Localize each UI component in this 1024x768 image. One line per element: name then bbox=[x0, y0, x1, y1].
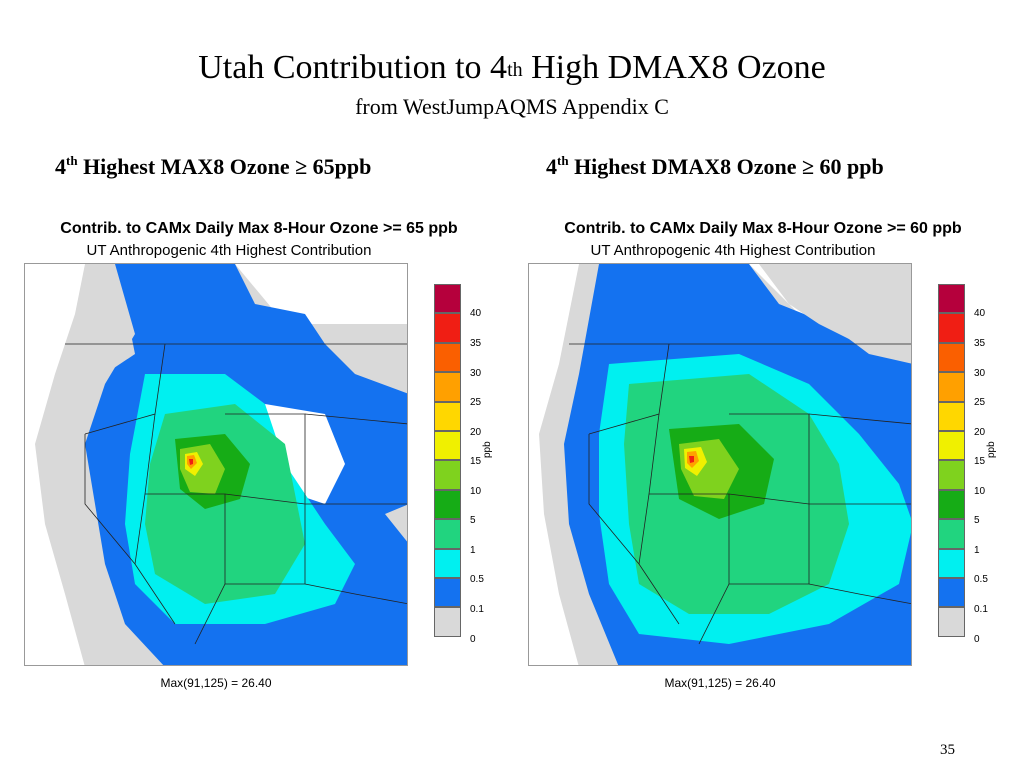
legend-tick: 0.5 bbox=[974, 574, 988, 585]
legend-swatch bbox=[938, 372, 965, 402]
left-max-label: Max(91,125) = 26.40 bbox=[160, 676, 272, 690]
right-contribution-map bbox=[528, 263, 912, 666]
right-max-label: Max(91,125) = 26.40 bbox=[664, 676, 776, 690]
legend-tick: 0.1 bbox=[974, 604, 988, 615]
legend-swatch bbox=[434, 430, 461, 461]
legend-swatch bbox=[938, 577, 965, 608]
right-panel-heading: 4th Highest DMAX8 Ozone ≥ 60 ppb bbox=[546, 153, 884, 179]
legend-tick: 35 bbox=[470, 338, 482, 349]
legend-swatch bbox=[434, 372, 461, 402]
legend-swatch bbox=[938, 401, 965, 431]
legend-swatch bbox=[434, 548, 461, 578]
right-legend bbox=[938, 284, 966, 637]
page-number: 35 bbox=[940, 742, 955, 758]
legend-swatch bbox=[434, 401, 461, 431]
right-figure: Contrib. to CAMx Daily Max 8-Hour Ozone … bbox=[528, 218, 1008, 698]
legend-swatch bbox=[434, 342, 461, 373]
legend-swatch bbox=[938, 430, 965, 461]
legend-swatch bbox=[434, 577, 461, 608]
right-figure-title: Contrib. to CAMx Daily Max 8-Hour Ozone … bbox=[564, 220, 962, 237]
legend-swatch bbox=[938, 342, 965, 373]
legend-tick: 5 bbox=[470, 515, 476, 526]
legend-tick: 0 bbox=[470, 634, 476, 645]
legend-tick: 20 bbox=[470, 427, 482, 438]
legend-tick: 1 bbox=[470, 545, 476, 556]
legend-tick: 25 bbox=[470, 397, 482, 408]
legend-tick: 40 bbox=[470, 308, 482, 319]
left-legend-ticks: 40 35 30 25 20 15 10 5 1 0.5 0.1 0 bbox=[470, 284, 500, 645]
legend-tick: 40 bbox=[974, 308, 986, 319]
legend-tick: 10 bbox=[470, 486, 482, 497]
legend-swatch bbox=[434, 607, 461, 637]
right-figure-subtitle: UT Anthropogenic 4th Highest Contributio… bbox=[590, 242, 876, 259]
legend-tick: 10 bbox=[974, 486, 986, 497]
legend-swatch bbox=[938, 607, 965, 637]
legend-tick: 15 bbox=[470, 456, 482, 467]
legend-swatch bbox=[434, 519, 461, 549]
right-legend-ticks: 40 35 30 25 20 15 10 5 1 0.5 0.1 0 bbox=[974, 284, 1004, 645]
legend-tick: 20 bbox=[974, 427, 986, 438]
legend-swatch bbox=[938, 284, 965, 314]
legend-swatch bbox=[938, 519, 965, 549]
legend-swatch bbox=[434, 489, 461, 520]
legend-swatch bbox=[938, 548, 965, 578]
legend-swatch bbox=[434, 460, 461, 490]
legend-swatch bbox=[938, 489, 965, 520]
left-contribution-map bbox=[24, 263, 408, 666]
legend-swatch bbox=[938, 313, 965, 343]
legend-tick: 30 bbox=[974, 368, 986, 379]
right-legend-unit: ppb bbox=[986, 441, 997, 458]
left-figure: Contrib. to CAMx Daily Max 8-Hour Ozone … bbox=[24, 218, 504, 698]
legend-tick: 0 bbox=[974, 634, 980, 645]
left-legend bbox=[434, 284, 462, 637]
slide-title: Utah Contribution to 4th High DMAX8 Ozon… bbox=[198, 49, 826, 86]
legend-tick: 5 bbox=[974, 515, 980, 526]
left-panel-heading: 4th Highest MAX8 Ozone ≥ 65ppb bbox=[55, 153, 372, 179]
left-legend-unit: ppb bbox=[482, 441, 493, 458]
legend-tick: 15 bbox=[974, 456, 986, 467]
legend-tick: 25 bbox=[974, 397, 986, 408]
slide-subtitle: from WestJumpAQMS Appendix C bbox=[355, 94, 669, 119]
legend-tick: 0.5 bbox=[470, 574, 484, 585]
legend-swatch bbox=[938, 460, 965, 490]
left-figure-subtitle: UT Anthropogenic 4th Highest Contributio… bbox=[86, 242, 372, 259]
legend-tick: 0.1 bbox=[470, 604, 484, 615]
legend-tick: 35 bbox=[974, 338, 986, 349]
left-figure-title: Contrib. to CAMx Daily Max 8-Hour Ozone … bbox=[60, 220, 458, 237]
legend-tick: 30 bbox=[470, 368, 482, 379]
legend-swatch bbox=[434, 313, 461, 343]
legend-tick: 1 bbox=[974, 545, 980, 556]
legend-swatch bbox=[434, 284, 461, 314]
